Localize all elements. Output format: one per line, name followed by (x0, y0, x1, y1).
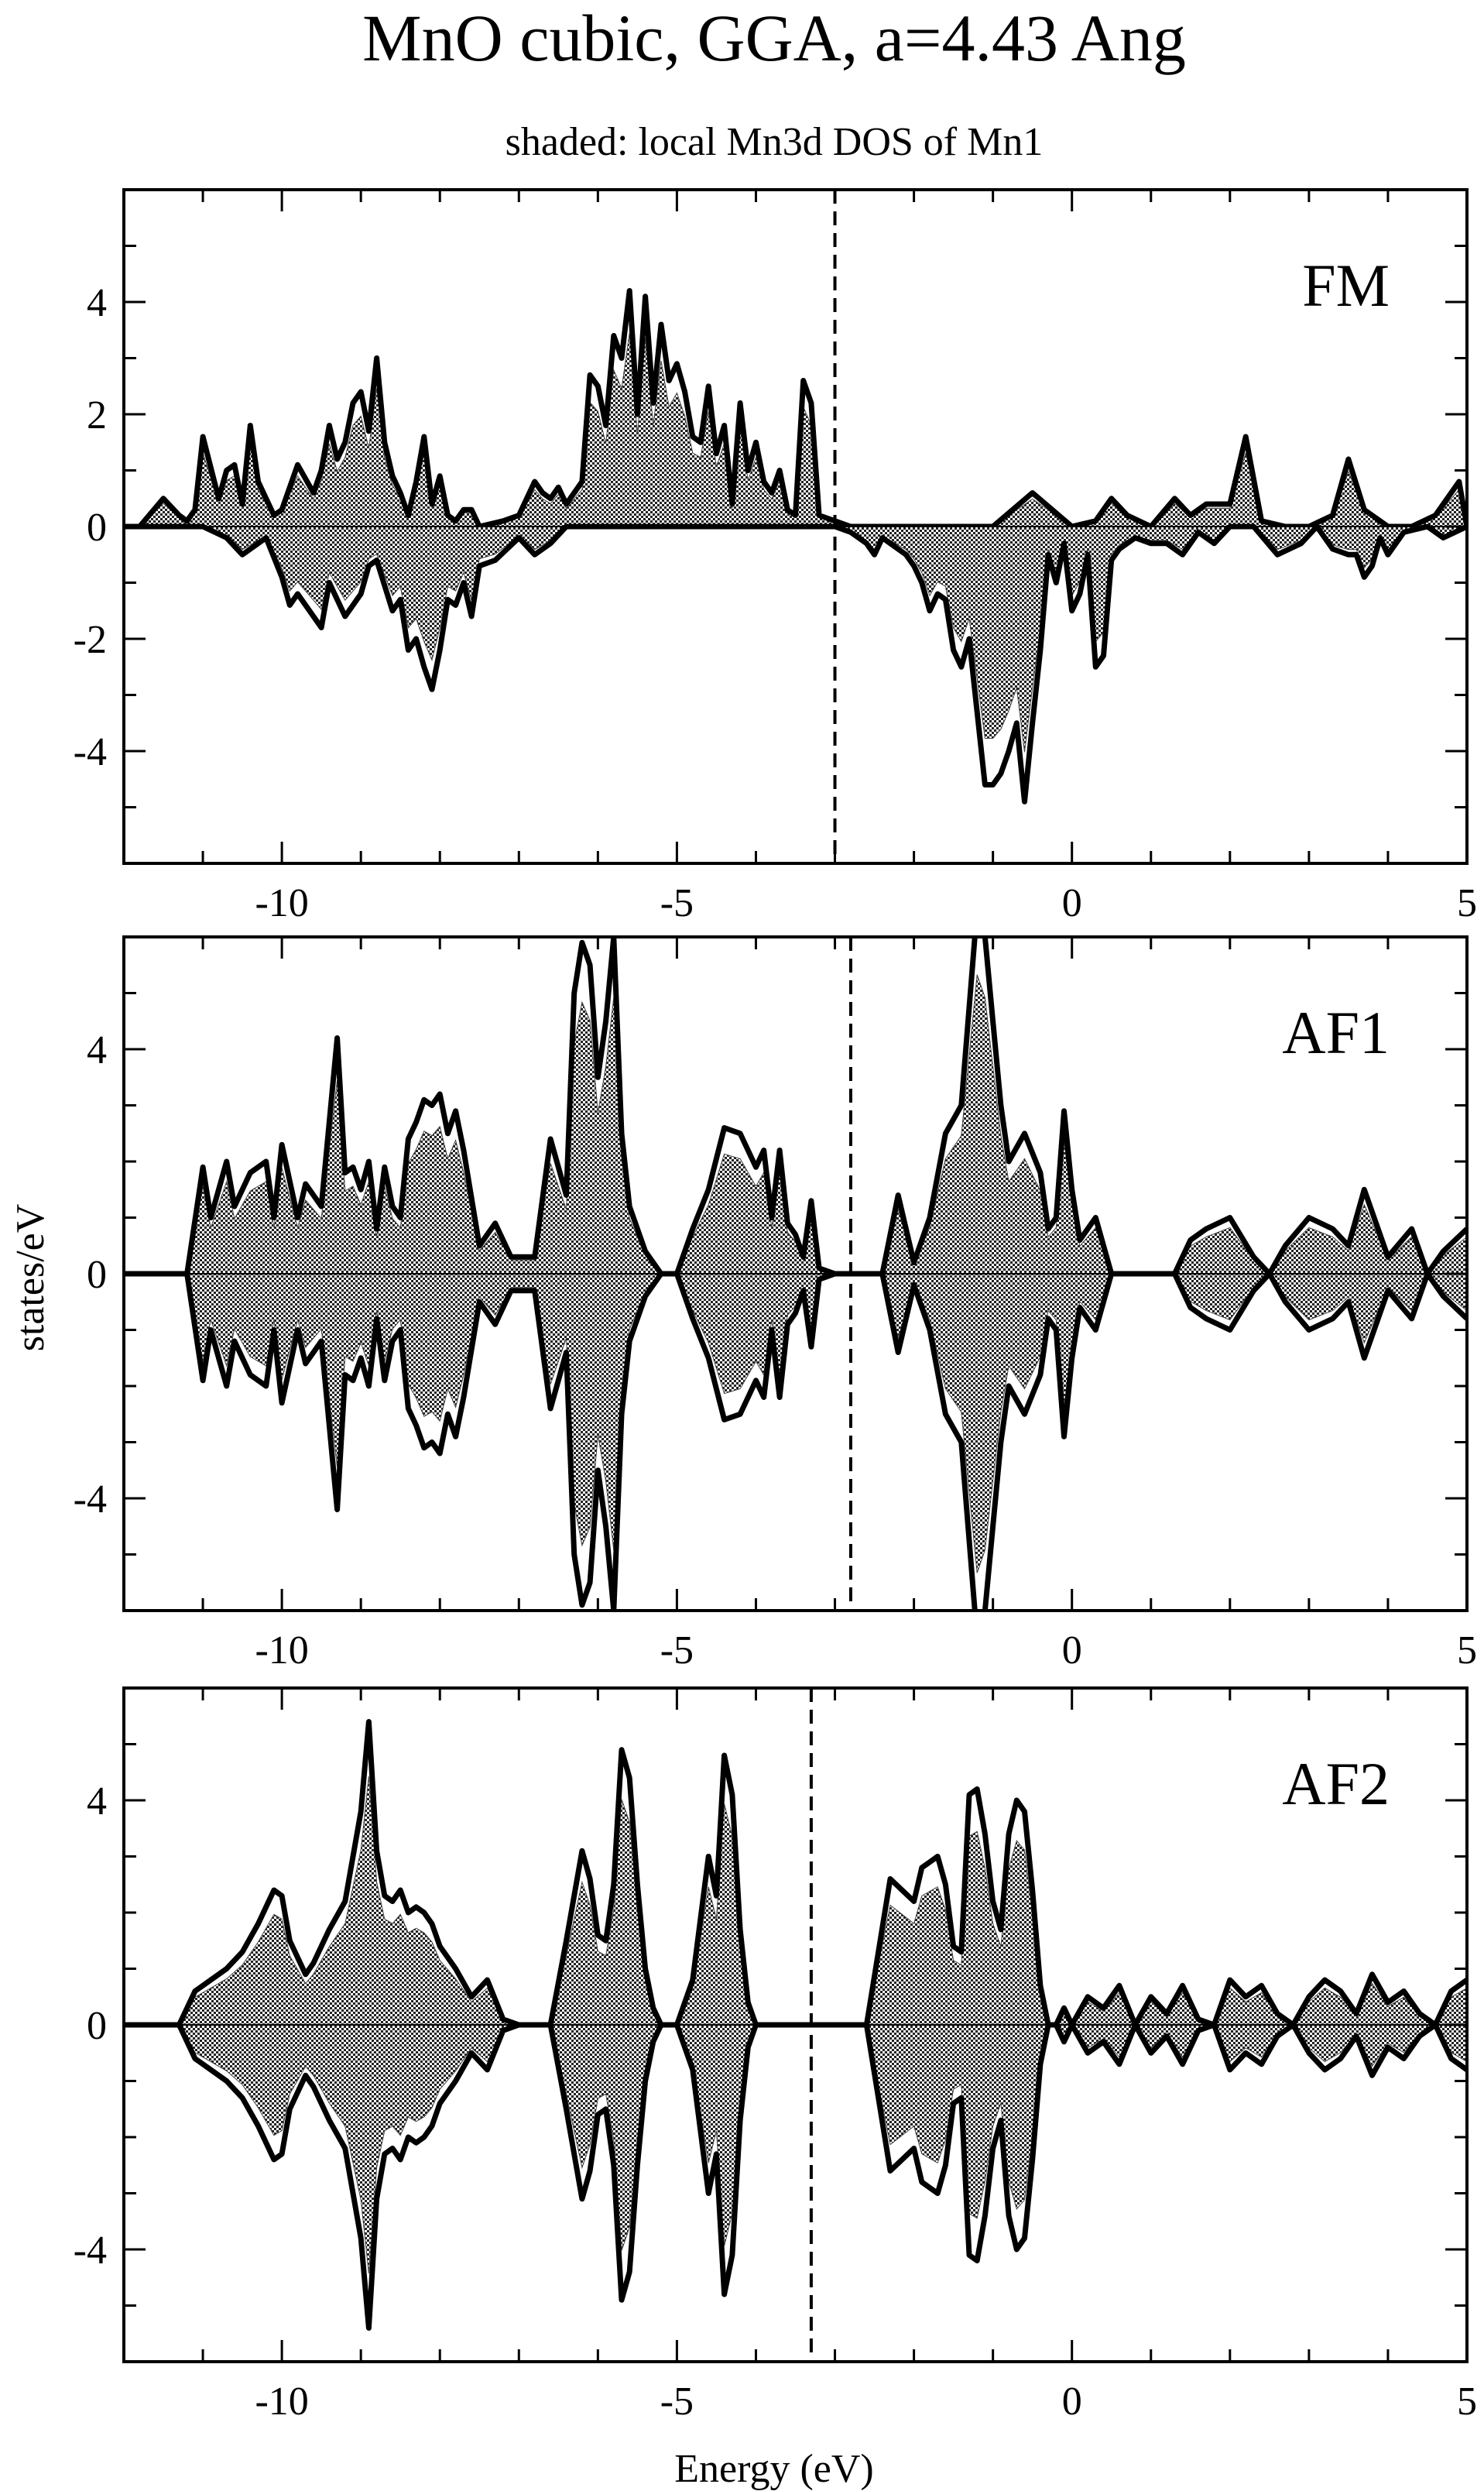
plot-area (124, 1688, 1467, 2362)
x-tick-label: -5 (660, 2379, 694, 2424)
y-tick-label: 4 (87, 281, 107, 325)
shaded-mn3d-down (124, 1273, 1467, 1573)
x-tick-label: -5 (660, 881, 694, 925)
x-tick-label: 5 (1457, 2379, 1477, 2424)
x-tick-label: 0 (1062, 2379, 1082, 2424)
total-dos-up (124, 288, 1467, 530)
panel-label-af1: AF1 (1282, 999, 1390, 1066)
y-tick-label: -4 (74, 730, 107, 774)
x-tick-label: -10 (255, 2379, 308, 2424)
shaded-mn3d-down (124, 526, 1467, 753)
y-tick-label: 0 (87, 506, 107, 550)
y-tick-label: -2 (74, 618, 107, 662)
y-tick-label: 4 (87, 1028, 107, 1072)
figure-subtitle: shaded: local Mn3d DOS of Mn1 (506, 120, 1044, 164)
y-tick-label: -4 (74, 2229, 107, 2273)
dos-panel-af2: -10 -5 0 5 -4 0 4 AF2 (74, 1686, 1477, 2424)
plot-area (124, 190, 1467, 863)
total-dos-down (124, 523, 1467, 805)
y-tick-label: 4 (87, 1779, 107, 1824)
plot-area (124, 937, 1467, 1611)
x-tick-label: -5 (660, 1628, 694, 1673)
x-tick-label: -10 (255, 1628, 308, 1673)
x-tick-label: -10 (255, 881, 308, 925)
panel-label-fm: FM (1302, 252, 1390, 319)
y-tick-label: -4 (74, 1477, 107, 1522)
figure-title: MnO cubic, GGA, a=4.43 Ang (362, 1, 1186, 75)
panel-label-af2: AF2 (1282, 1750, 1390, 1817)
shaded-mn3d-up (124, 974, 1467, 1275)
x-tick-label: 0 (1062, 1628, 1082, 1673)
x-tick-label: 5 (1457, 1628, 1477, 1673)
y-tick-label: 0 (87, 1253, 107, 1297)
x-tick-label: 0 (1062, 881, 1082, 925)
dos-panel-af1: -10 -5 0 5 -4 0 4 AF1 (74, 935, 1477, 1673)
x-tick-label: 5 (1457, 881, 1477, 925)
dos-panel-fm: -10 -5 0 5 -4 -2 0 2 4 FM (74, 188, 1477, 925)
y-tick-label: 2 (87, 393, 107, 437)
x-axis-label: Energy (eV) (674, 2447, 874, 2491)
y-tick-label: 0 (87, 2004, 107, 2048)
y-axis-label: states/eV (9, 1204, 53, 1352)
panels: -10 -5 0 5 -4 -2 0 2 4 FM -10 -5 0 5 -4 0 4 AF1 -10 -5 0 5 -4 0… (74, 188, 1477, 2424)
